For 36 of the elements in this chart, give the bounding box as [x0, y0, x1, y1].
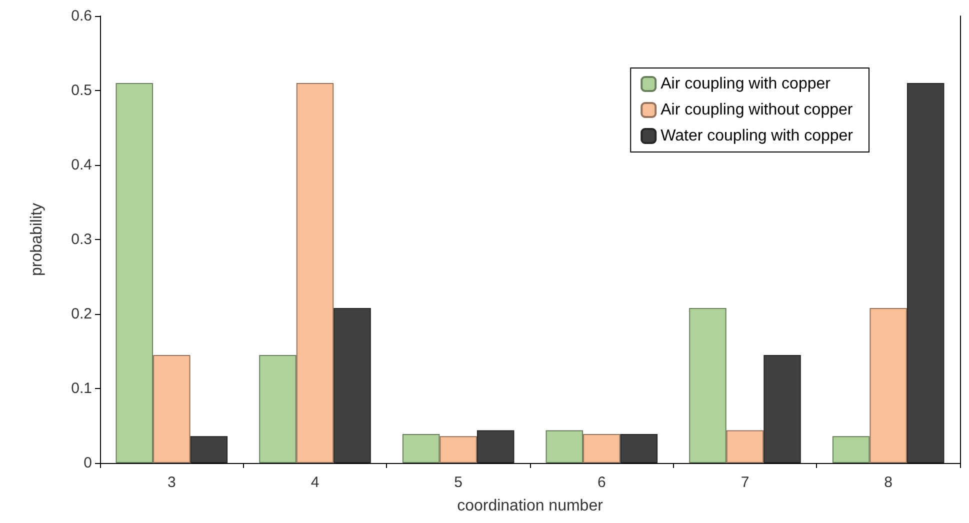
y-tick-label: 0.6: [71, 8, 92, 24]
x-tick-label: 4: [310, 474, 320, 491]
x-axis-title: coordination number: [457, 498, 604, 514]
bar: [402, 434, 440, 463]
y-tick-label: 0.3: [71, 231, 92, 248]
bar: [764, 354, 801, 463]
bar: [116, 83, 154, 463]
bar: [689, 308, 726, 463]
x-tick-label: 6: [597, 474, 606, 491]
bar: [259, 354, 296, 463]
y-tick-label: 0.1: [71, 380, 92, 397]
bar: [726, 430, 764, 463]
bar: [906, 83, 944, 463]
y-axis-title: probability: [28, 203, 46, 276]
y-tick-label: 0.2: [71, 306, 92, 322]
x-tick-label: 8: [884, 474, 893, 491]
y-tick-label: 0: [84, 454, 92, 472]
bar: [153, 354, 190, 463]
bar: [583, 434, 620, 463]
x-tick-label: 3: [167, 474, 176, 491]
bar: [190, 436, 228, 463]
bar: [440, 436, 477, 463]
legend-label: Air coupling with copper: [660, 76, 832, 92]
bar: [620, 434, 658, 463]
x-tick-label: 5: [454, 474, 463, 491]
y-tick-label: 0.4: [71, 156, 92, 174]
bar: [546, 430, 584, 463]
legend-label: Water coupling with copper: [660, 128, 854, 144]
y-tick-label: 0.5: [71, 82, 92, 99]
x-tick-label: 7: [740, 474, 750, 491]
bar: [476, 430, 514, 463]
bar: [334, 308, 371, 463]
bar: [832, 436, 870, 463]
legend-label: Air coupling without copper: [660, 102, 854, 118]
bar: [870, 308, 907, 463]
bar: [296, 83, 334, 463]
